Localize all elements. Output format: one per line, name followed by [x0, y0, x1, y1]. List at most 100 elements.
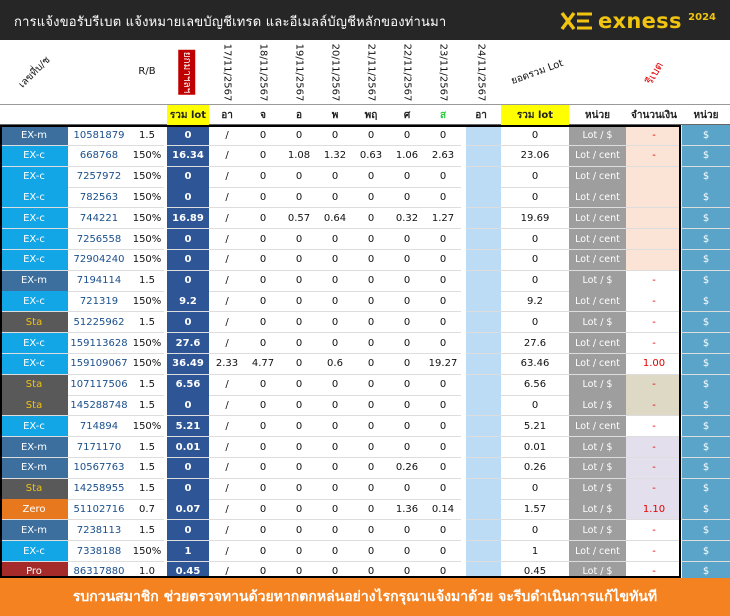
day-lot-sun: / [209, 520, 245, 542]
rebate-rate: 1.5 [130, 395, 164, 417]
day-lot: 0 [353, 416, 389, 438]
day-lot: 0 [245, 333, 281, 354]
day-lot: 0 [389, 187, 425, 209]
rebate-rate: 1.5 [130, 520, 164, 542]
date-header-3: 20/11/2567 [329, 43, 341, 102]
sum-lot: 9.2 [501, 291, 569, 313]
unit-label: Lot / cent [569, 187, 626, 209]
day-lot: 0 [317, 437, 353, 458]
sum-lot: 0 [501, 520, 569, 542]
carried-total-lot: 27.6 [167, 333, 209, 354]
account-number: 51102716 [68, 499, 130, 521]
day-lot: 0 [245, 167, 281, 188]
column-header-row [0, 40, 730, 105]
day-lot: 0 [425, 458, 461, 479]
day-lot-blank [466, 541, 501, 562]
unit-label: Lot / cent [569, 249, 626, 271]
day-lot: 0 [353, 167, 389, 188]
sum-lot: 0.26 [501, 458, 569, 479]
day-lot: 1.06 [389, 146, 425, 167]
day-lot-blank [466, 166, 501, 188]
currency-symbol: $ [682, 208, 730, 230]
day-lot: 0 [425, 541, 461, 562]
day-lot: 0 [389, 229, 425, 250]
account-type-badge: Sta [0, 312, 68, 334]
rebate-amount: - [626, 437, 682, 458]
rb-column-header: R/B [138, 66, 156, 77]
day-lot-sun: / [209, 541, 245, 562]
rebate-rate: 1.5 [130, 271, 164, 292]
rebate-rate: 1.5 [130, 125, 164, 146]
unit-label: Lot / cent [569, 229, 626, 250]
day-lot-sun: / [209, 395, 245, 417]
rebate-rate: 150% [130, 291, 164, 313]
day-lot-sun: / [209, 271, 245, 292]
day-lot: 0 [317, 520, 353, 542]
carried-total-lot: 1 [167, 541, 209, 562]
day-lot: 0 [389, 312, 425, 334]
sub-day-4: พฤ [364, 109, 378, 121]
day-lot: 0 [389, 520, 425, 542]
carried-total-lot: 6.56 [167, 374, 209, 396]
account-number: 744221 [68, 208, 130, 230]
unit-label: Lot / $ [569, 374, 626, 396]
day-lot: 0 [245, 250, 281, 271]
rebate-amount: - [626, 333, 682, 354]
day-lot: 0 [281, 271, 317, 292]
day-lot: 0 [245, 146, 281, 167]
day-lot: 0 [245, 375, 281, 396]
unit-label: Lot / cent [569, 416, 626, 438]
unit-label: Lot / $ [569, 457, 626, 479]
day-lot-blank [466, 333, 501, 354]
day-lot: 0 [425, 479, 461, 500]
day-lot: 0 [317, 229, 353, 250]
day-lot: 0 [353, 499, 389, 521]
rebate-rate: 1.5 [130, 375, 164, 396]
sum-lot: 0 [501, 167, 569, 188]
day-lot: 0 [245, 229, 281, 250]
day-lot: 0 [245, 437, 281, 458]
exness-logo-icon [560, 10, 594, 32]
day-lot: 0.64 [317, 208, 353, 230]
rebate-rate: 150% [130, 146, 164, 167]
account-type-badge: EX-c [0, 291, 68, 313]
day-lot: 0 [353, 291, 389, 313]
account-number: 721319 [68, 291, 130, 313]
sum-lot: 1 [501, 541, 569, 562]
year-label: 2024 [688, 12, 716, 23]
account-type-badge: EX-m [0, 520, 68, 542]
account-number: 668768 [68, 146, 130, 167]
unit-label: Lot / cent [569, 166, 626, 188]
footer-notice: รบกวนสมาชิก ช่วยตรวจทานด้วยหากตกหล่นอย่า… [0, 578, 730, 616]
table-row: EX-m 7194114 1.5 0/0 0 0 0 0 0 0 Lot / $ - $ [0, 270, 730, 292]
day-lot: 0 [353, 395, 389, 417]
currency-symbol: $ [682, 166, 730, 188]
day-lot: 0 [281, 520, 317, 542]
account-type-badge: Sta [0, 395, 68, 417]
sum-lot: 0 [501, 125, 569, 146]
day-lot: 0 [245, 458, 281, 479]
sum-lot: 0.01 [501, 437, 569, 458]
currency-symbol: $ [682, 312, 730, 334]
account-number: 7238113 [68, 520, 130, 542]
carried-total-lot: 0 [167, 478, 209, 500]
rebate-amount: 1.10 [626, 499, 682, 521]
sum-lot: 1.57 [501, 499, 569, 521]
carried-total-lot: 0.07 [167, 499, 209, 521]
day-lot-blank [466, 416, 501, 438]
day-lot: 0 [425, 125, 461, 146]
day-lot: 0 [425, 250, 461, 271]
sum-lot: 0 [501, 271, 569, 292]
rebate-rate: 150% [130, 229, 164, 250]
day-lot: 0 [389, 333, 425, 354]
rebate-rate: 150% [130, 208, 164, 230]
unit-label: Lot / $ [569, 312, 626, 334]
currency-symbol: $ [682, 291, 730, 313]
title-bar: การแจ้งขอรับรีเบต แจ้งหมายเลขบัญชีเทรด แ… [0, 0, 730, 40]
day-lot-sun: / [209, 250, 245, 271]
table-row: EX-m 10581879 1.5 0/0 0 0 0 0 0 0 Lot / $ - $ [0, 125, 730, 146]
day-lot: 0 [245, 520, 281, 542]
day-lot: 0.57 [281, 208, 317, 230]
day-lot-blank [466, 249, 501, 271]
rebate-rate: 150% [130, 187, 164, 209]
